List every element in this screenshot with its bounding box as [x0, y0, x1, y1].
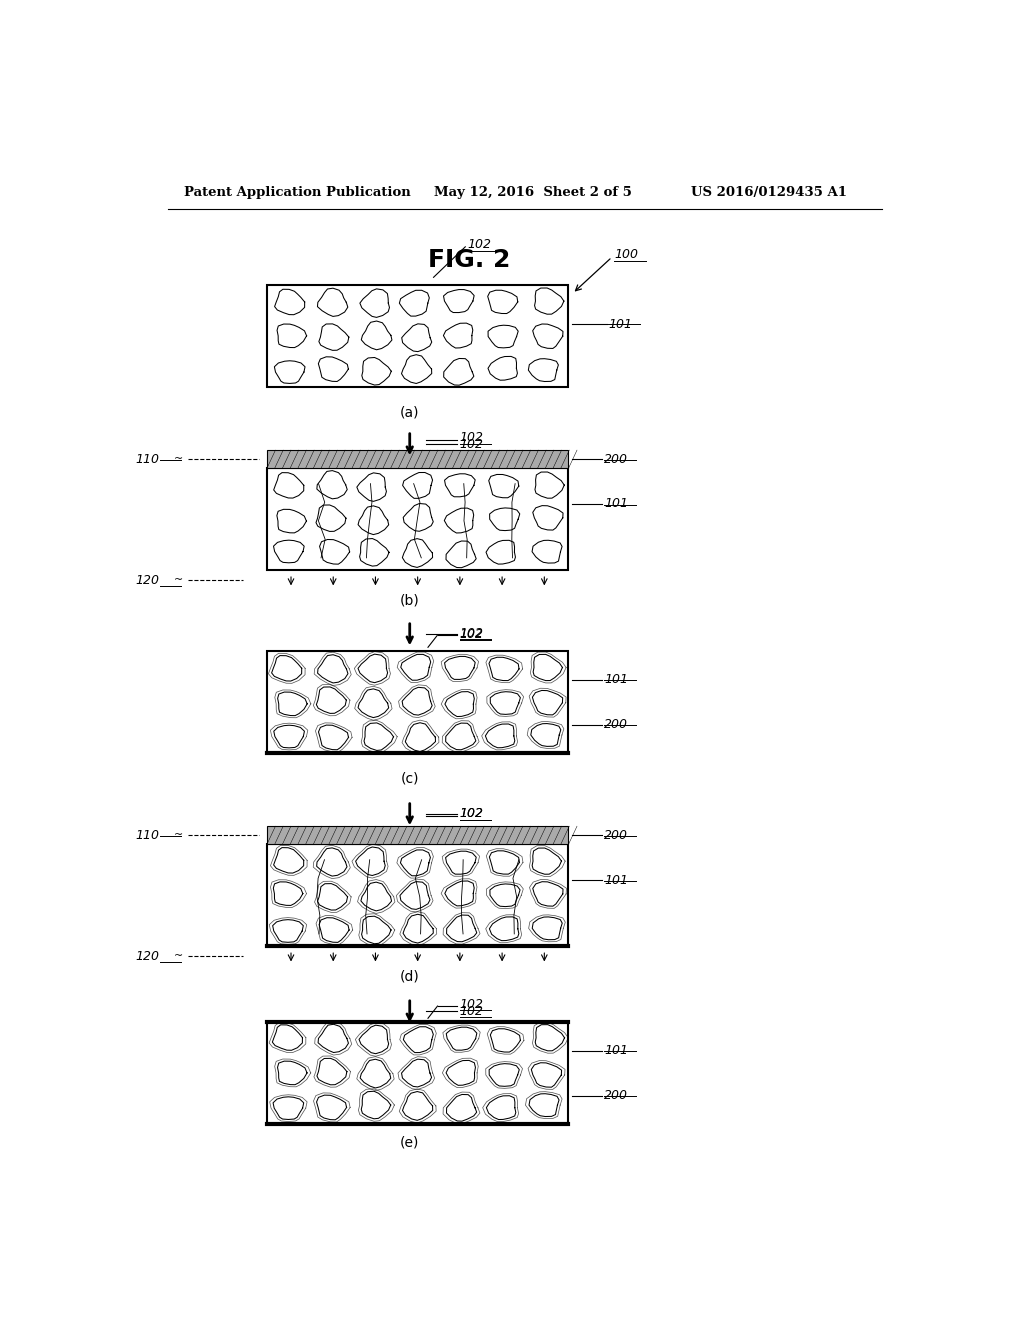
Text: (e): (e): [400, 1135, 420, 1150]
Text: 102: 102: [460, 437, 483, 450]
Bar: [267, 450, 568, 469]
Text: 110: 110: [136, 829, 160, 842]
Text: 100: 100: [614, 248, 639, 261]
Text: 102: 102: [460, 998, 483, 1011]
Text: 200: 200: [604, 453, 628, 466]
Text: 101: 101: [608, 318, 632, 330]
Bar: [267, 1022, 568, 1125]
Text: ~: ~: [174, 830, 183, 841]
Text: FIG. 2: FIG. 2: [428, 248, 510, 272]
Bar: [267, 826, 568, 845]
Text: 120: 120: [136, 574, 160, 586]
Text: (c): (c): [400, 771, 419, 785]
Text: 101: 101: [604, 874, 628, 887]
Text: ~: ~: [174, 454, 183, 465]
Text: 102: 102: [460, 432, 483, 445]
Text: 102: 102: [460, 627, 483, 640]
Text: 101: 101: [604, 1044, 628, 1057]
Bar: [267, 845, 568, 946]
Text: (d): (d): [399, 970, 420, 983]
Text: 102: 102: [460, 808, 483, 821]
Text: 102: 102: [460, 808, 483, 821]
Text: US 2016/0129435 A1: US 2016/0129435 A1: [691, 186, 848, 199]
Text: 101: 101: [604, 673, 628, 686]
Text: 120: 120: [136, 950, 160, 962]
Text: ~: ~: [174, 952, 183, 961]
Bar: [267, 651, 568, 752]
Text: 102: 102: [460, 627, 483, 640]
Text: Patent Application Publication: Patent Application Publication: [183, 186, 411, 199]
Text: May 12, 2016  Sheet 2 of 5: May 12, 2016 Sheet 2 of 5: [433, 186, 632, 199]
Text: 200: 200: [604, 1089, 628, 1102]
Text: 200: 200: [604, 829, 628, 842]
Text: (a): (a): [400, 405, 420, 420]
Text: 110: 110: [136, 453, 160, 466]
Text: ~: ~: [174, 576, 183, 585]
Text: 200: 200: [604, 718, 628, 731]
Text: 101: 101: [604, 498, 628, 511]
Text: 102: 102: [468, 239, 492, 251]
Bar: [267, 469, 568, 570]
Bar: [267, 285, 568, 387]
Text: (b): (b): [399, 594, 420, 607]
Text: 102: 102: [460, 1005, 483, 1018]
